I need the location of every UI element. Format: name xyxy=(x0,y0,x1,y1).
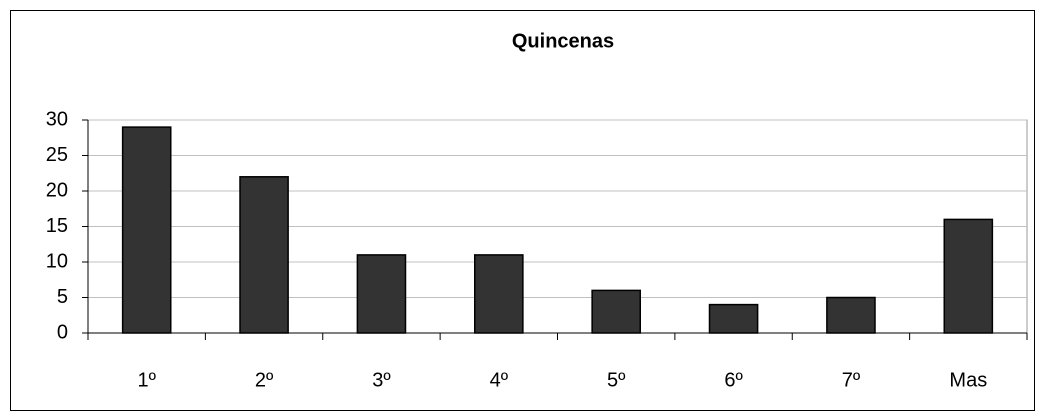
y-tick-label: 30 xyxy=(46,108,68,130)
y-tick-label: 15 xyxy=(46,215,68,237)
bar xyxy=(239,176,289,334)
bar xyxy=(356,254,407,334)
x-tick-label: 3º xyxy=(372,369,391,391)
x-tick-label: 7º xyxy=(842,369,861,391)
chart-title: Quincenas xyxy=(512,30,614,52)
y-tick-label: 20 xyxy=(46,179,68,201)
x-tick-label: 5º xyxy=(607,369,626,391)
y-tick-label: 10 xyxy=(46,250,68,272)
x-tick-label: 4º xyxy=(490,369,509,391)
bar xyxy=(121,126,172,334)
bar xyxy=(474,254,524,334)
y-tick-label: 25 xyxy=(46,144,68,166)
bar xyxy=(943,218,994,334)
y-tick-label: 0 xyxy=(57,321,68,343)
y-tick-label: 5 xyxy=(57,286,68,308)
bar xyxy=(591,289,641,334)
x-tick-label: 6º xyxy=(724,369,743,391)
x-tick-label: 1º xyxy=(137,369,156,391)
x-tick-label: Mas xyxy=(949,369,987,391)
bar xyxy=(826,296,876,334)
x-tick-label: 2º xyxy=(255,369,274,391)
bar xyxy=(708,303,759,334)
